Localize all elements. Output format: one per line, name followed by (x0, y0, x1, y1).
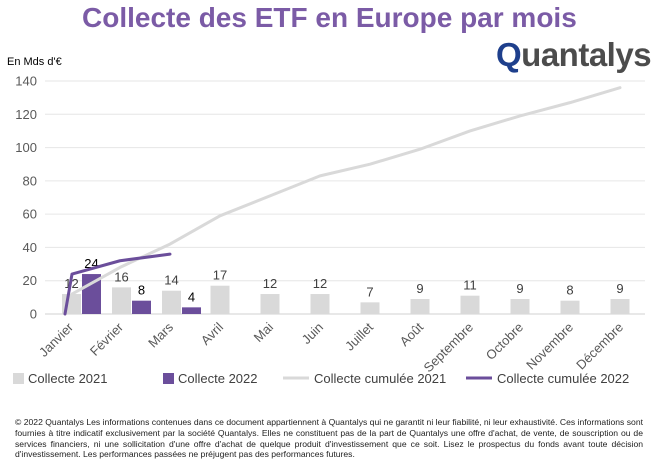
bar-2021 (112, 287, 131, 314)
y-axis-unit-label: En Mds d'€ (7, 56, 62, 68)
legend-label: Collecte 2022 (178, 371, 258, 386)
bar-2021 (510, 299, 530, 314)
legend-swatch (13, 373, 24, 384)
legend-swatch (163, 373, 174, 384)
bar-2021-data-label: 12 (263, 276, 277, 291)
x-tick-label: Avril (198, 319, 226, 347)
y-tick-label: 60 (23, 207, 37, 222)
x-tick-label: Juin (299, 320, 326, 347)
bar-2021 (610, 299, 630, 314)
y-tick-label: 80 (23, 173, 37, 188)
bar-2021-data-label: 16 (114, 269, 128, 284)
y-tick-label: 40 (23, 240, 37, 255)
disclaimer-text: © 2022 Quantalys Les informations conten… (15, 417, 643, 460)
x-tick-label: Août (397, 319, 427, 349)
chart-title: Collecte des ETF en Europe par mois (82, 2, 577, 33)
y-tick-label: 140 (15, 74, 37, 89)
y-tick-label: 100 (15, 140, 37, 155)
bar-2021-data-label: 14 (164, 273, 178, 288)
y-tick-label: 20 (23, 273, 37, 288)
bar-2022 (82, 274, 101, 314)
quantalys-logo: Quantalys (496, 36, 652, 73)
x-tick-label: Mars (145, 319, 176, 350)
bar-2021 (210, 285, 230, 314)
bar-2022-data-label: 4 (188, 289, 195, 304)
bar-2021 (162, 290, 181, 314)
bar-2021 (360, 302, 380, 314)
bar-2021-data-label: 9 (516, 281, 523, 296)
bar-2021 (410, 299, 430, 314)
bar-2022 (182, 307, 201, 314)
bar-2021-data-label: 11 (463, 278, 477, 293)
bar-2022-data-label: 8 (138, 283, 145, 298)
bar-2021-data-label: 8 (566, 283, 573, 298)
bar-2021-data-label: 12 (313, 276, 327, 291)
x-tick-label: Octobre (483, 320, 526, 363)
x-tick-label: Septembre (421, 320, 477, 376)
bar-2021 (560, 300, 580, 314)
x-tick-label: Novembre (523, 320, 576, 373)
legend-label: Collecte cumulée 2022 (497, 371, 629, 386)
x-tick-label: Janvier (36, 319, 77, 360)
legend-label: Collecte 2021 (28, 371, 108, 386)
bar-2021 (260, 294, 280, 314)
x-tick-label: Juillet (342, 319, 376, 353)
y-tick-label: 0 (30, 307, 37, 322)
bar-2021 (310, 294, 330, 314)
line-cumulee-2022 (63, 252, 172, 316)
bar-2021-data-label: 9 (616, 281, 623, 296)
x-tick-label: Février (87, 319, 127, 359)
bar-2021 (460, 295, 480, 314)
bar-2021-data-label: 17 (213, 268, 227, 283)
legend-label: Collecte cumulée 2021 (314, 371, 446, 386)
bar-2021-data-label: 7 (366, 284, 373, 299)
y-tick-label: 120 (15, 107, 37, 122)
x-tick-label: Mai (251, 319, 276, 344)
bar-2021-data-label: 9 (416, 281, 423, 296)
bar-2022 (132, 300, 151, 314)
x-tick-label: Décembre (573, 320, 626, 373)
line-cumulee-2021 (63, 86, 622, 316)
